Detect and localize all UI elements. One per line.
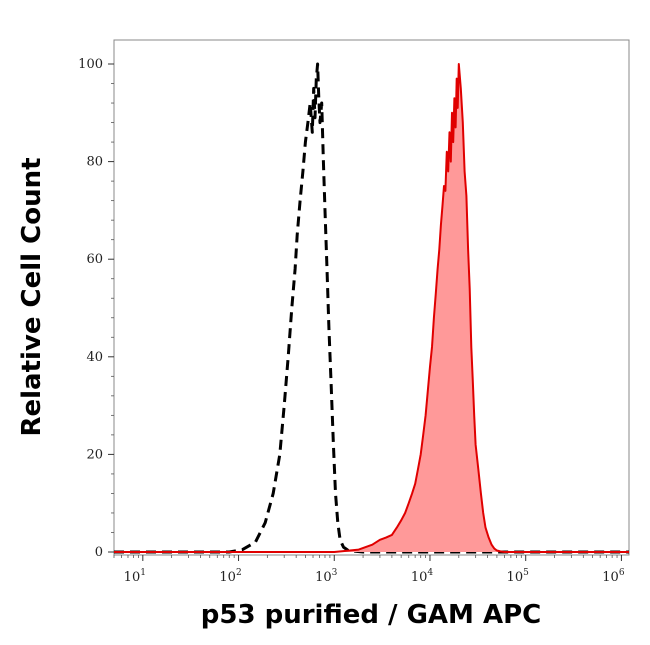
y-axis: 0 20 40 60 80 100 [78,57,114,560]
x-tick-label: 102 [219,568,241,585]
x-tick-label: 106 [602,568,625,585]
series-layer [114,62,629,554]
series-2-line [114,63,629,553]
x-tick-label: 101 [124,568,146,585]
x-tick-label: 105 [507,568,530,585]
plot-frame [113,39,630,556]
y-tick-label: 0 [95,545,103,560]
y-tick-label: 100 [78,57,103,72]
series-2-fill [114,64,629,552]
x-axis-title: p53 purified / GAM APC [201,600,541,630]
y-tick-label: 40 [86,350,103,365]
x-tick-label: 104 [411,568,434,585]
series-1-line [114,62,629,554]
x-tick-label: 103 [315,568,338,585]
x-axis: 101 102 103 104 105 106 [113,555,625,585]
y-tick-label: 60 [86,252,103,267]
y-tick-label: 80 [86,155,103,170]
y-axis-title: Relative Cell Count [17,157,47,436]
y-tick-label: 20 [86,447,103,462]
